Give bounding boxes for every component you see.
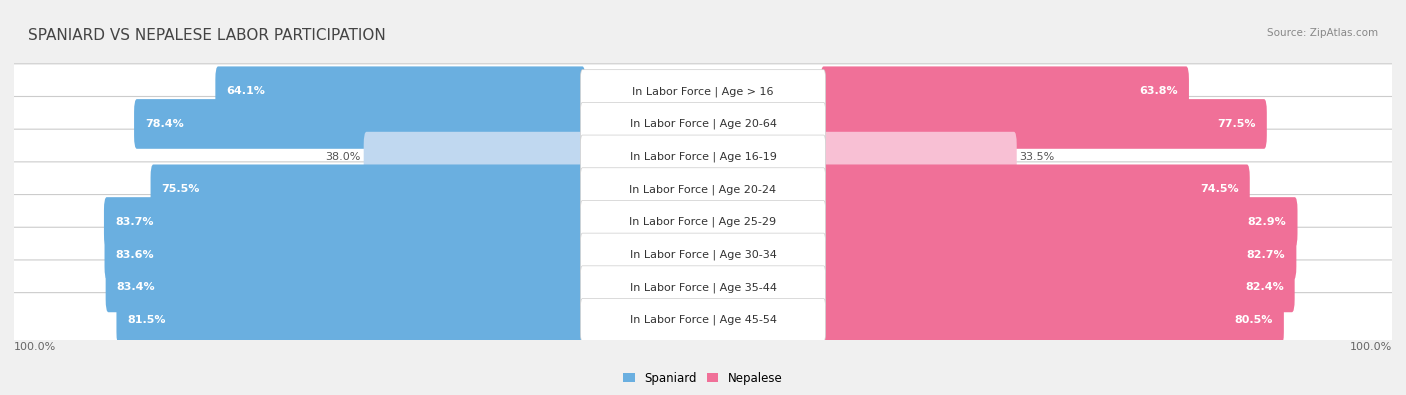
Text: 81.5%: 81.5% [128, 315, 166, 325]
Text: 63.8%: 63.8% [1139, 86, 1178, 96]
Text: 82.7%: 82.7% [1247, 250, 1285, 260]
Text: In Labor Force | Age 35-44: In Labor Force | Age 35-44 [630, 282, 776, 293]
FancyBboxPatch shape [581, 266, 825, 309]
Text: 100.0%: 100.0% [14, 342, 56, 352]
Text: 78.4%: 78.4% [145, 119, 184, 129]
Text: 83.4%: 83.4% [117, 282, 155, 292]
FancyBboxPatch shape [11, 129, 1395, 184]
FancyBboxPatch shape [821, 132, 1017, 181]
FancyBboxPatch shape [821, 197, 1298, 247]
Text: SPANIARD VS NEPALESE LABOR PARTICIPATION: SPANIARD VS NEPALESE LABOR PARTICIPATION [28, 28, 385, 43]
FancyBboxPatch shape [821, 295, 1284, 345]
Text: In Labor Force | Age 30-34: In Labor Force | Age 30-34 [630, 250, 776, 260]
Text: 74.5%: 74.5% [1201, 184, 1239, 194]
Text: 80.5%: 80.5% [1234, 315, 1272, 325]
Text: In Labor Force | Age > 16: In Labor Force | Age > 16 [633, 86, 773, 96]
FancyBboxPatch shape [581, 102, 825, 145]
Text: 100.0%: 100.0% [1350, 342, 1392, 352]
Text: 83.6%: 83.6% [115, 250, 155, 260]
FancyBboxPatch shape [134, 99, 585, 149]
Text: In Labor Force | Age 16-19: In Labor Force | Age 16-19 [630, 151, 776, 162]
FancyBboxPatch shape [11, 195, 1395, 250]
FancyBboxPatch shape [11, 260, 1395, 315]
Text: In Labor Force | Age 45-54: In Labor Force | Age 45-54 [630, 315, 776, 325]
FancyBboxPatch shape [581, 168, 825, 211]
FancyBboxPatch shape [11, 227, 1395, 282]
FancyBboxPatch shape [821, 164, 1250, 214]
Legend: Spaniard, Nepalese: Spaniard, Nepalese [623, 372, 783, 385]
Text: In Labor Force | Age 20-64: In Labor Force | Age 20-64 [630, 119, 776, 129]
FancyBboxPatch shape [117, 295, 585, 345]
FancyBboxPatch shape [821, 99, 1267, 149]
Text: 83.7%: 83.7% [115, 217, 153, 227]
FancyBboxPatch shape [581, 135, 825, 178]
Text: 64.1%: 64.1% [226, 86, 266, 96]
Text: Source: ZipAtlas.com: Source: ZipAtlas.com [1267, 28, 1378, 38]
Text: 38.0%: 38.0% [326, 152, 361, 162]
FancyBboxPatch shape [215, 66, 585, 116]
Text: 75.5%: 75.5% [162, 184, 200, 194]
FancyBboxPatch shape [150, 164, 585, 214]
FancyBboxPatch shape [581, 299, 825, 342]
FancyBboxPatch shape [581, 70, 825, 113]
FancyBboxPatch shape [105, 263, 585, 312]
Text: 82.9%: 82.9% [1247, 217, 1286, 227]
Text: 33.5%: 33.5% [1019, 152, 1054, 162]
FancyBboxPatch shape [364, 132, 585, 181]
FancyBboxPatch shape [821, 230, 1296, 280]
FancyBboxPatch shape [821, 66, 1189, 116]
FancyBboxPatch shape [11, 96, 1395, 151]
Text: In Labor Force | Age 20-24: In Labor Force | Age 20-24 [630, 184, 776, 195]
FancyBboxPatch shape [581, 233, 825, 276]
FancyBboxPatch shape [11, 64, 1395, 119]
Text: In Labor Force | Age 25-29: In Labor Force | Age 25-29 [630, 217, 776, 227]
FancyBboxPatch shape [11, 293, 1395, 348]
FancyBboxPatch shape [104, 197, 585, 247]
FancyBboxPatch shape [104, 230, 585, 280]
Text: 82.4%: 82.4% [1244, 282, 1284, 292]
Text: 77.5%: 77.5% [1218, 119, 1256, 129]
FancyBboxPatch shape [581, 200, 825, 244]
FancyBboxPatch shape [11, 162, 1395, 217]
FancyBboxPatch shape [821, 263, 1295, 312]
